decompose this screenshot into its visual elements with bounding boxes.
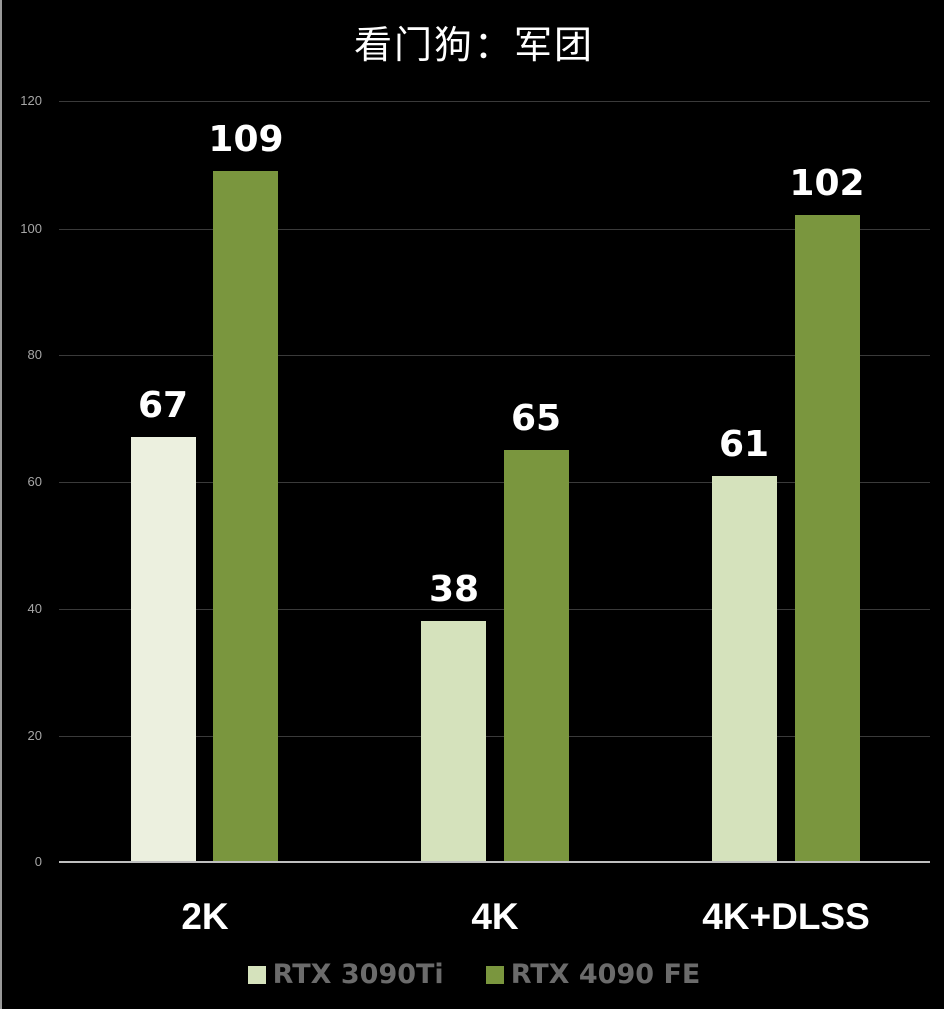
legend-item-rtx3090ti[interactable]: RTX 3090Ti <box>247 957 444 993</box>
legend-swatch-rtx3090ti <box>247 966 266 984</box>
category-label-4k: 4K <box>471 896 519 937</box>
gridline-120 <box>59 101 930 102</box>
gridline-100 <box>59 229 930 230</box>
y-tick-0: 0 <box>34 854 42 869</box>
bar-4k-rtx4090fe <box>504 450 569 862</box>
legend-item-rtx4090fe[interactable]: RTX 4090 FE <box>485 957 701 993</box>
value-label-4k-rtx4090fe: 65 <box>510 398 562 439</box>
gridline-60 <box>59 482 930 483</box>
legend-swatch-rtx4090fe <box>485 966 504 984</box>
value-label-4kdlss-rtx3090ti: 61 <box>718 424 770 465</box>
category-label-4k-dlss: 4K+DLSS <box>702 896 870 937</box>
gridline-20 <box>59 736 930 737</box>
x-axis-line <box>59 861 930 863</box>
value-label-4kdlss-rtx4090fe: 102 <box>789 163 865 204</box>
y-tick-100: 100 <box>20 221 42 236</box>
gridline-40 <box>59 609 930 610</box>
legend-label-rtx4090fe: RTX 4090 FE <box>510 959 701 990</box>
chart-legend: RTX 3090Ti RTX 4090 FE <box>2 957 944 993</box>
y-tick-60: 60 <box>27 474 42 489</box>
y-tick-20: 20 <box>27 728 42 743</box>
chart-title: 看门狗：军团 <box>353 23 594 67</box>
value-label-2k-rtx3090ti: 67 <box>137 385 189 426</box>
bar-4kdlss-rtx3090ti <box>712 476 777 862</box>
bar-4kdlss-rtx4090fe <box>795 215 860 862</box>
bar-4k-rtx3090ti <box>421 621 486 862</box>
gridline-80 <box>59 355 930 356</box>
bar-2k-rtx3090ti <box>131 437 196 862</box>
value-label-2k-rtx4090fe: 109 <box>208 119 284 160</box>
y-tick-120: 120 <box>20 93 42 108</box>
legend-label-rtx3090ti: RTX 3090Ti <box>272 959 444 990</box>
y-tick-80: 80 <box>27 347 42 362</box>
value-label-4k-rtx3090ti: 38 <box>428 569 480 610</box>
y-tick-40: 40 <box>27 601 42 616</box>
bar-2k-rtx4090fe <box>213 171 278 862</box>
category-label-2k: 2K <box>181 896 229 937</box>
